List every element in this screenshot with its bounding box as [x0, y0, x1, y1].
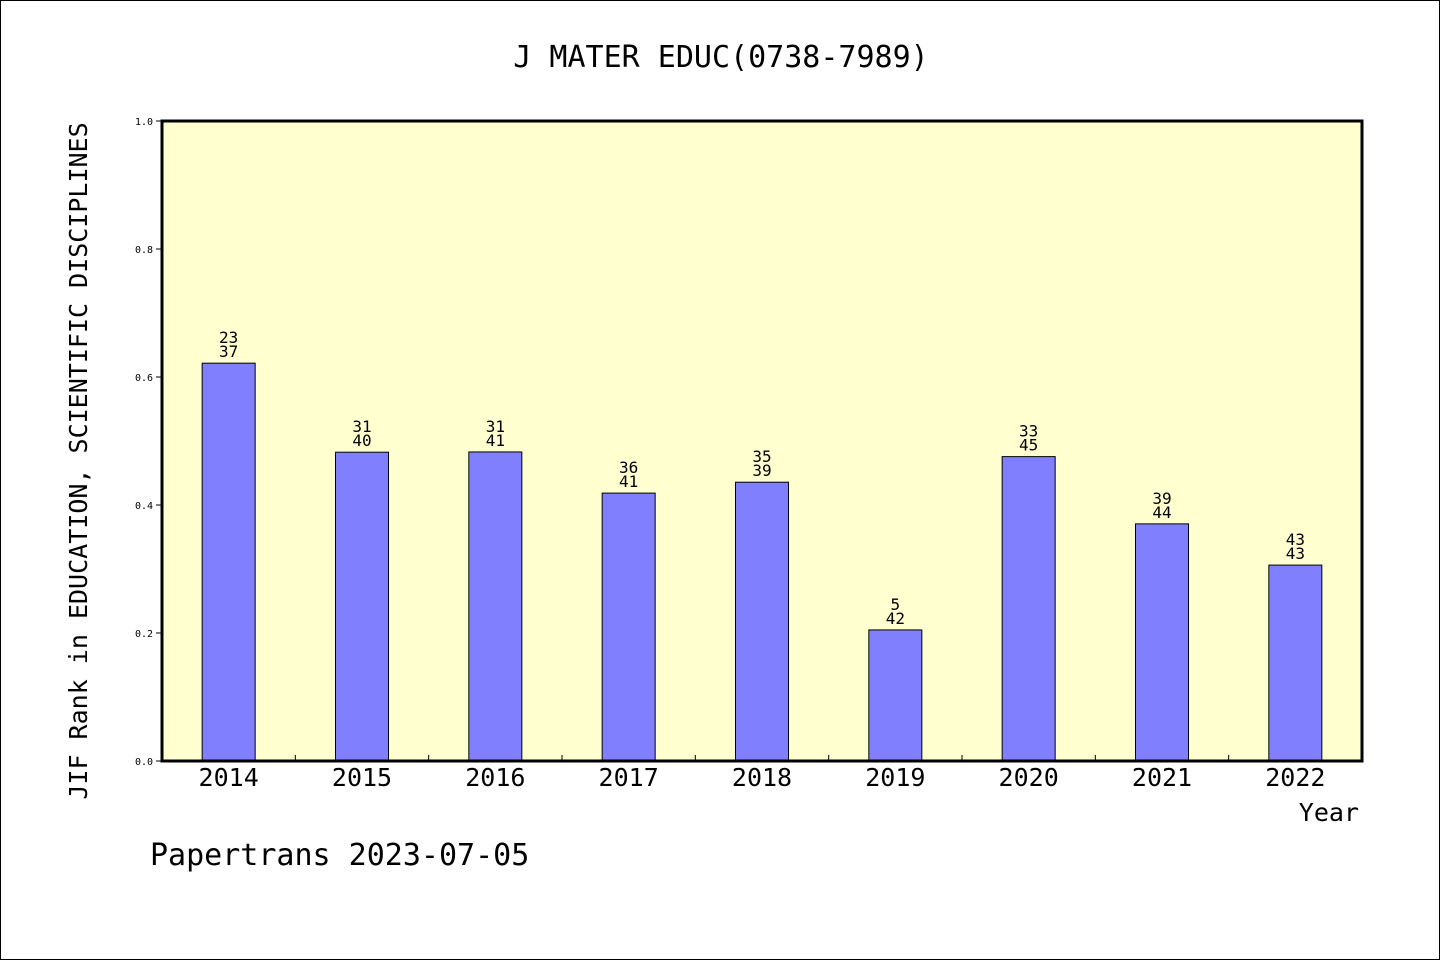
total-label-2017: 41: [619, 472, 638, 491]
total-label-2019: 42: [886, 609, 905, 628]
total-label-2015: 40: [352, 431, 371, 450]
bar-2017: [601, 492, 656, 762]
y-axis-label: JIF Rank in EDUCATION, SCIENTIFIC DISCIP…: [64, 122, 93, 799]
rank-label-2015: 31: [352, 417, 371, 436]
plot-border: [160, 119, 1364, 763]
rank-label-2019: 5: [891, 595, 901, 614]
y-tick-label: 0.0: [135, 757, 153, 768]
y-tick-label: 0.2: [135, 629, 153, 640]
x-tick-label: 2018: [732, 763, 792, 792]
rank-label-2020: 33: [1019, 422, 1038, 441]
chart-title: J MATER EDUC(0738-7989): [513, 40, 928, 75]
bar-2021: [1135, 523, 1189, 762]
bar-2014: [201, 362, 256, 762]
x-tick-label: 2019: [865, 763, 925, 792]
x-axis-label: Year: [1299, 798, 1359, 827]
total-label-2016: 41: [486, 431, 505, 450]
rank-label-2021: 39: [1152, 489, 1171, 508]
footer-text: Papertrans 2023-07-05: [150, 838, 529, 873]
x-tick-label: 2017: [599, 763, 659, 792]
bar-2019: [868, 629, 923, 762]
y-tick-label: 0.4: [135, 501, 153, 512]
bar-2016: [468, 451, 523, 762]
bar-2020: [1001, 456, 1056, 762]
rank-label-2016: 31: [486, 417, 505, 436]
bar-2018: [735, 481, 789, 762]
rank-label-2014: 23: [219, 328, 238, 347]
y-tick-label: 0.8: [135, 245, 153, 256]
x-tick-label: 2016: [465, 763, 525, 792]
x-tick-label: 2014: [199, 763, 259, 792]
x-tick-label: 2015: [332, 763, 392, 792]
total-label-2020: 45: [1019, 436, 1038, 455]
x-tick-label: 2020: [999, 763, 1059, 792]
y-tick-label: 0.6: [135, 373, 153, 384]
y-tick-label: 1.0: [135, 117, 153, 128]
total-label-2014: 37: [219, 342, 238, 361]
total-label-2022: 43: [1286, 544, 1305, 563]
rank-label-2022: 43: [1286, 530, 1305, 549]
bar-2015: [335, 451, 389, 762]
total-label-2018: 39: [752, 461, 771, 480]
rank-label-2017: 36: [619, 458, 638, 477]
x-tick-label: 2022: [1265, 763, 1325, 792]
bar-2022: [1268, 564, 1323, 762]
total-label-2021: 44: [1152, 503, 1171, 522]
rank-label-2018: 35: [752, 447, 771, 466]
x-tick-label: 2021: [1132, 763, 1192, 792]
